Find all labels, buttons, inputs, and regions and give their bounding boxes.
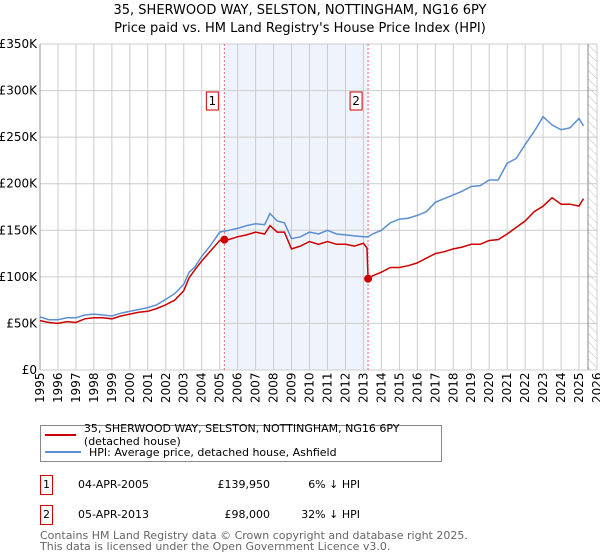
sale-row: 2 05-APR-2013 £98,000 32% ↓ HPI bbox=[40, 505, 440, 525]
x-tick-label: 1999 bbox=[105, 372, 119, 403]
sale-marker-box bbox=[349, 91, 363, 111]
red-line-swatch bbox=[45, 434, 76, 436]
x-tick-label: 2013 bbox=[356, 372, 370, 403]
y-tick-label: £0 bbox=[22, 363, 37, 377]
legend: 35, SHERWOOD WAY, SELSTON, NOTTINGHAM, N… bbox=[40, 422, 442, 462]
x-tick-label: 2000 bbox=[123, 372, 137, 403]
sale-marker-box bbox=[205, 91, 219, 111]
x-tick-label: 2021 bbox=[500, 372, 514, 403]
x-tick-label: 2004 bbox=[195, 372, 209, 403]
y-tick-label: £150K bbox=[0, 223, 38, 237]
x-tick-label: 2022 bbox=[518, 372, 532, 403]
x-tick-label: 1997 bbox=[69, 372, 83, 403]
sale-row: 1 04-APR-2005 £139,950 6% ↓ HPI bbox=[40, 475, 440, 495]
x-tick-label: 2025 bbox=[572, 372, 586, 403]
x-tick-label: 2017 bbox=[428, 372, 442, 403]
x-tick-label: 2007 bbox=[249, 372, 263, 403]
sale-point bbox=[220, 235, 229, 244]
x-tick-label: 2014 bbox=[374, 372, 388, 403]
sale-period-shading bbox=[224, 44, 369, 370]
series-line bbox=[39, 115, 585, 321]
sale-hpi-diff: 6% ↓ HPI bbox=[308, 478, 360, 491]
legend-item-hpi: HPI: Average price, detached house, Ashf… bbox=[45, 444, 337, 460]
series-line bbox=[39, 196, 585, 325]
x-tick-label: 2008 bbox=[267, 372, 281, 403]
x-tick-label: 2011 bbox=[320, 372, 334, 403]
x-tick-label: 2002 bbox=[159, 372, 173, 403]
sale-number-badge: 2 bbox=[40, 505, 53, 525]
x-tick-label: 1996 bbox=[51, 372, 65, 403]
blue-line-swatch bbox=[45, 451, 81, 453]
x-tick-label: 2023 bbox=[536, 372, 550, 403]
y-tick-label: £250K bbox=[0, 130, 38, 144]
x-tick-label: 2024 bbox=[554, 372, 568, 403]
sale-price: £139,950 bbox=[217, 478, 271, 491]
price-chart: 1995 1996 1997 1998 1999 2000 2001 2002 2003 2004… bbox=[0, 37, 600, 403]
sale-point bbox=[364, 274, 373, 283]
legend-item-property: 35, SHERWOOD WAY, SELSTON, NOTTINGHAM, N… bbox=[45, 422, 441, 448]
sale-date: 05-APR-2013 bbox=[78, 508, 150, 521]
forecast-hatch bbox=[588, 44, 597, 370]
y-tick-label: £100K bbox=[0, 270, 38, 284]
x-tick-label: 1998 bbox=[87, 372, 101, 403]
y-tick-label: £300K bbox=[0, 84, 38, 98]
chart-subtitle: Price paid vs. HM Land Registry's House … bbox=[114, 21, 486, 36]
x-tick-label: 2001 bbox=[141, 372, 155, 403]
legend-label: 35, SHERWOOD WAY, SELSTON, NOTTINGHAM, N… bbox=[83, 422, 400, 448]
footer-line: Contains HM Land Registry data © Crown c… bbox=[40, 529, 468, 542]
x-tick-label: 2003 bbox=[177, 372, 191, 403]
footer-line: This data is licensed under the Open Gov… bbox=[40, 540, 391, 553]
chart-title: 35, SHERWOOD WAY, SELSTON, NOTTINGHAM, N… bbox=[113, 3, 487, 18]
x-tick-label: 2006 bbox=[231, 372, 245, 403]
legend-label: HPI: Average price, detached house, Ashf… bbox=[89, 445, 337, 459]
x-tick-label: 2015 bbox=[392, 372, 406, 403]
y-tick-label: £50K bbox=[6, 316, 38, 330]
sale-marker-label: 2 bbox=[352, 94, 360, 108]
sale-price: £98,000 bbox=[224, 508, 271, 521]
x-tick-label: 2012 bbox=[338, 372, 352, 403]
x-tick-label: 2005 bbox=[213, 372, 227, 403]
x-tick-label: 2018 bbox=[446, 372, 460, 403]
x-tick-label: 2010 bbox=[303, 372, 317, 403]
x-tick-label: 2009 bbox=[285, 372, 299, 403]
y-tick-label: £200K bbox=[0, 177, 38, 191]
x-tick-label: 2016 bbox=[410, 372, 424, 403]
x-tick-label: 2026 bbox=[590, 372, 600, 403]
sale-number-badge: 1 bbox=[40, 475, 53, 495]
y-tick-label: £350K bbox=[0, 37, 38, 51]
sale-hpi-diff: 32% ↓ HPI bbox=[301, 508, 360, 521]
sale-marker-label: 1 bbox=[209, 94, 217, 108]
footer: Contains HM Land Registry data © Crown c… bbox=[40, 530, 468, 552]
x-tick-label: 2020 bbox=[482, 372, 496, 403]
x-tick-label: 1995 bbox=[33, 372, 47, 403]
x-tick-label: 2019 bbox=[464, 372, 478, 403]
sale-date: 04-APR-2005 bbox=[78, 478, 150, 491]
